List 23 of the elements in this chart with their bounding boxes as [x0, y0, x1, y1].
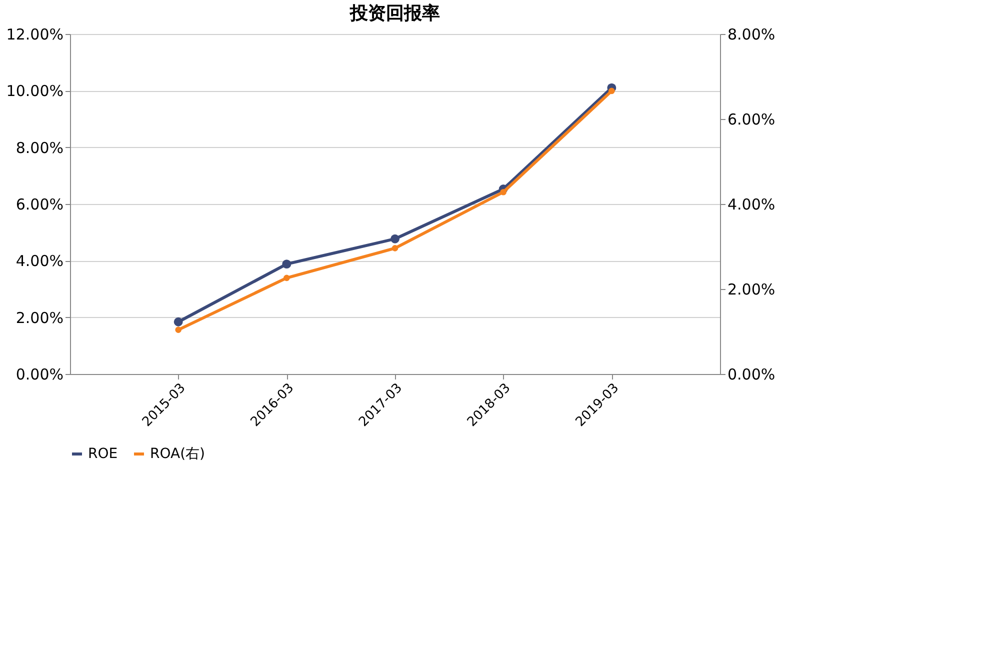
y2-tick-label: 0.00%: [728, 366, 776, 384]
point: [175, 326, 182, 333]
point: [500, 188, 506, 196]
point: [608, 88, 615, 94]
y2-tick-label: 6.00%: [728, 110, 776, 128]
point: [174, 317, 183, 326]
chart-title: 投资回报率: [349, 3, 440, 24]
y-tick-label: 4.00%: [16, 252, 64, 270]
y-tick-label: 8.00%: [16, 138, 64, 157]
y2-tick-label: 2.00%: [728, 280, 776, 298]
y-tick-label: 6.00%: [16, 196, 64, 214]
y2-tick-label: 4.00%: [728, 196, 776, 214]
legend-label: ROE: [88, 446, 118, 462]
point: [284, 274, 290, 282]
y-tick-label: 12.00%: [6, 26, 64, 44]
point: [392, 245, 398, 252]
y-tick-label: 10.00%: [6, 82, 64, 100]
point: [282, 260, 292, 269]
y-tick-label: 0.00%: [16, 366, 64, 384]
y2-tick-label: 8.00%: [728, 26, 776, 44]
y-tick-label: 2.00%: [16, 308, 64, 327]
point: [390, 234, 400, 244]
legend-label: ROA(右): [150, 446, 206, 462]
